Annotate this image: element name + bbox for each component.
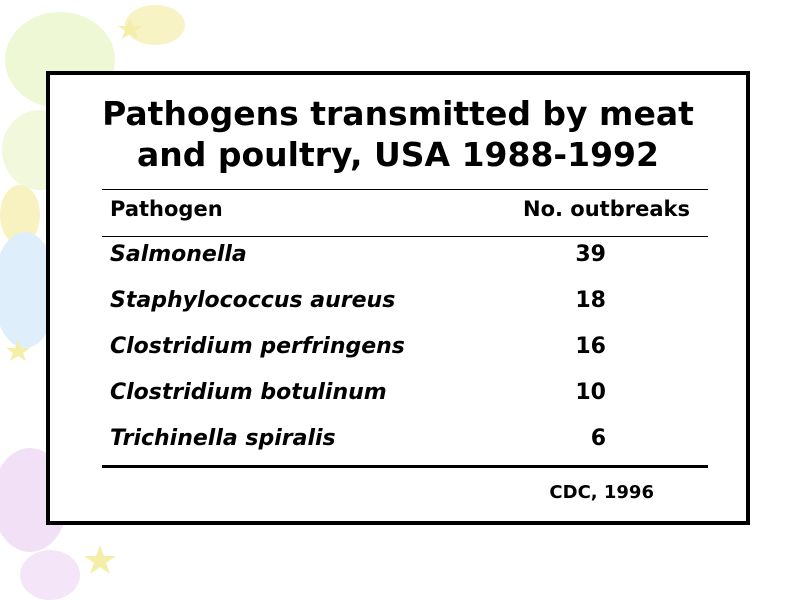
outbreak-count: 10 — [575, 380, 606, 405]
table-bottom-rule — [102, 465, 708, 468]
title-line-1: Pathogens transmitted by meat — [102, 94, 694, 133]
outbreak-count: 18 — [575, 288, 606, 313]
title-line-2: and poultry, USA 1988-1992 — [137, 135, 659, 174]
balloon-yellow-icon — [0, 5, 185, 245]
pathogen-name: Staphylococcus aureus — [110, 288, 396, 313]
table-top-rule — [102, 189, 708, 190]
balloon-blue-icon — [0, 232, 57, 348]
slide-title: Pathogens transmitted by meat and poultr… — [50, 93, 746, 175]
table-row: Salmonella 39 — [50, 238, 746, 284]
source-citation: CDC, 1996 — [549, 482, 654, 503]
table-header-rule — [102, 236, 708, 237]
slide-panel: Pathogens transmitted by meat and poultr… — [46, 71, 750, 525]
pathogen-name: Salmonella — [110, 242, 247, 267]
column-header-outbreaks: No. outbreaks — [523, 197, 690, 221]
table-row: Trichinella spiralis 6 — [50, 422, 746, 468]
sparkle-icon — [6, 18, 142, 574]
pathogen-name: Clostridium perfringens — [110, 334, 405, 359]
pathogen-name: Trichinella spiralis — [110, 426, 336, 451]
outbreak-count: 16 — [575, 334, 606, 359]
table-body: Salmonella 39 Staphylococcus aureus 18 C… — [50, 238, 746, 468]
outbreak-count: 6 — [590, 426, 606, 451]
column-header-pathogen: Pathogen — [110, 197, 223, 221]
table-row: Clostridium botulinum 10 — [50, 376, 746, 422]
table-row: Staphylococcus aureus 18 — [50, 284, 746, 330]
outbreak-count: 39 — [575, 242, 606, 267]
pathogen-name: Clostridium botulinum — [110, 380, 387, 405]
table-row: Clostridium perfringens 16 — [50, 330, 746, 376]
